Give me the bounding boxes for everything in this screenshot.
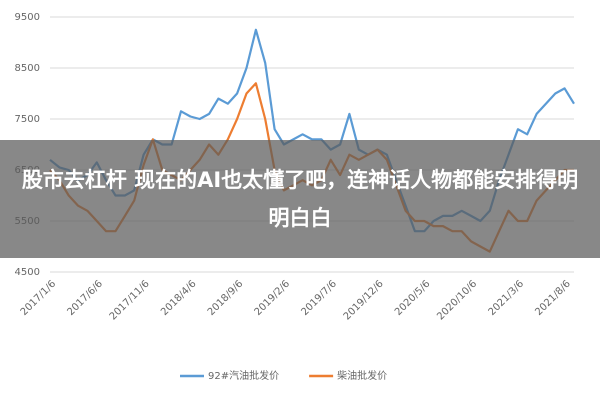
x-tick-label: 2017/11/6: [108, 278, 152, 322]
x-tick-label: 2021/8/6: [533, 278, 573, 318]
y-tick-label: 7500: [15, 114, 40, 125]
caption-band: 股市去杠杆 现在的AI也太懂了吧，连神话人物都能安排得明明白白: [0, 140, 600, 258]
caption: 股市去杠杆 现在的AI也太懂了吧，连神话人物都能安排得明明白白: [21, 168, 579, 230]
y-tick-label: 9500: [15, 12, 40, 23]
x-tick-label: 2019/7/6: [299, 278, 339, 318]
x-tick-label: 2020/10/6: [435, 278, 479, 322]
x-tick-label: 2021/3/6: [487, 278, 527, 318]
x-tick-label: 2019/2/6: [253, 278, 293, 318]
x-tick-label: 2017/1/6: [19, 278, 59, 318]
x-tick-label: 2018/4/6: [159, 278, 199, 318]
x-tick-label: 2020/5/6: [393, 278, 433, 318]
legend-label: 92#汽油批发价: [208, 369, 279, 382]
legend-label: 柴油批发价: [337, 369, 387, 382]
y-tick-label: 8500: [15, 63, 40, 74]
y-tick-label: 4500: [15, 267, 40, 278]
x-tick-label: 2018/9/6: [206, 278, 246, 318]
x-tick-label: 2019/12/6: [342, 278, 386, 322]
x-tick-label: 2017/6/6: [65, 278, 105, 318]
